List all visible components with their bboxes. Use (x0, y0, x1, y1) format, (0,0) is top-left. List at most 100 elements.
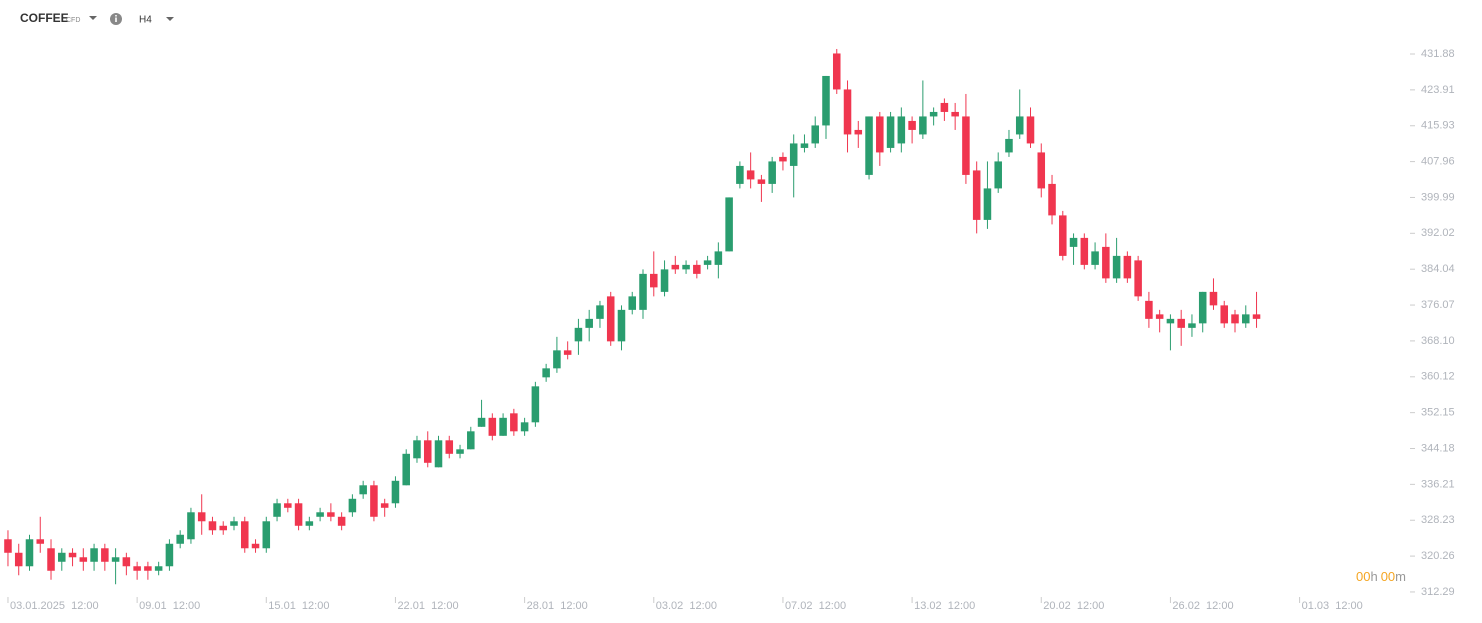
candle-body (423, 440, 432, 463)
x-tick-label: 22.01 12:00 (397, 600, 458, 612)
candle-body (768, 161, 776, 184)
candle-body (714, 251, 723, 265)
candle-body (79, 557, 88, 562)
candle-body (273, 503, 281, 517)
candle-body (467, 431, 475, 450)
y-tick-label: 415.93 (1421, 120, 1455, 132)
candle-body (499, 417, 507, 436)
candle-body (488, 417, 497, 436)
candle-body (919, 116, 927, 135)
candle-body (251, 543, 260, 549)
candle-body (746, 170, 755, 180)
candle-body (101, 548, 109, 562)
candle-body (811, 125, 819, 144)
y-tick-label: 336.21 (1421, 478, 1455, 490)
candle-body (789, 143, 798, 166)
candle-body (1091, 251, 1099, 265)
x-tick-label: 09.01 12:00 (139, 600, 200, 612)
candle-body (639, 273, 647, 310)
candle-body (585, 318, 593, 328)
candle-body (305, 521, 314, 526)
candle-body (671, 264, 680, 270)
countdown-hours: 00 (1356, 569, 1370, 584)
candle-body (316, 512, 324, 517)
candle-body (1112, 255, 1121, 279)
candle-body (58, 552, 66, 562)
candle-body (208, 521, 217, 531)
candle-body (144, 566, 152, 571)
candle-body (47, 548, 55, 571)
candle-body (1069, 237, 1078, 247)
candle-body (876, 116, 884, 153)
candle-body (606, 296, 615, 342)
candle-body (693, 264, 701, 274)
symbol-kind: CFD (66, 17, 80, 24)
candle-body (391, 480, 400, 504)
candle-body (262, 521, 271, 549)
candle-body (1123, 255, 1132, 279)
info-icon-dot (115, 14, 117, 17)
candle-body (510, 413, 518, 432)
candle-body (983, 188, 992, 220)
candle-body (886, 116, 895, 148)
candle-body (165, 543, 174, 567)
candle-body (36, 539, 45, 544)
candle-body (736, 165, 744, 184)
candle-body (1026, 116, 1035, 144)
x-tick-label: 01.03 12:00 (1302, 600, 1363, 612)
y-tick-label: 344.18 (1421, 442, 1455, 454)
candle-body (1059, 215, 1067, 256)
candle-body (940, 102, 949, 112)
countdown-minutes: 00 (1381, 569, 1395, 584)
info-icon-stem (115, 17, 117, 22)
symbol[interactable]: COFFEE (20, 11, 69, 25)
candle-body (1220, 305, 1229, 324)
candle-body (413, 440, 421, 459)
candle-body (68, 552, 77, 558)
y-tick-label: 312.29 (1421, 586, 1455, 598)
candle-body (14, 552, 23, 567)
candle-body (1037, 152, 1046, 189)
candle-body (865, 116, 873, 175)
candle-body (682, 264, 690, 270)
candle-body (574, 327, 583, 342)
y-tick-label: 431.88 (1421, 48, 1455, 60)
x-tick-label: 20.02 12:00 (1043, 600, 1104, 612)
countdown: 00h 00m (1356, 569, 1406, 584)
candle-body (434, 440, 443, 468)
candle-body (327, 512, 335, 517)
candle-body (962, 116, 970, 175)
x-tick-label: 07.02 12:00 (785, 600, 846, 612)
candle-body (800, 143, 809, 148)
candle-body (456, 449, 464, 454)
candle-body (402, 453, 410, 486)
candle-body (628, 296, 637, 310)
interval-dropdown[interactable] (166, 17, 174, 21)
candle-body (703, 260, 712, 265)
candle-body (477, 417, 486, 427)
candle-body (219, 525, 228, 531)
x-tick-label: 26.02 12:00 (1172, 600, 1233, 612)
candle-body (111, 557, 120, 562)
y-tick-label: 392.02 (1421, 227, 1455, 239)
candle-body (284, 503, 292, 508)
candle-body (596, 305, 604, 319)
candle-body (1102, 246, 1110, 279)
candle-body (757, 179, 766, 184)
candle-body (660, 269, 669, 292)
candle-body (380, 503, 389, 508)
y-tick-label: 320.26 (1421, 550, 1455, 562)
candle-body (929, 111, 938, 117)
candle-body (25, 539, 34, 567)
candle-body (1209, 291, 1218, 306)
x-tick-label: 13.02 12:00 (914, 600, 975, 612)
symbol-dropdown[interactable] (89, 16, 97, 20)
y-tick-label: 328.23 (1421, 514, 1455, 526)
candle-body (1155, 314, 1164, 319)
interval[interactable]: H4 (139, 15, 152, 26)
candle-body (563, 350, 572, 355)
x-tick-label: 28.01 12:00 (527, 600, 588, 612)
candle-body (1177, 318, 1185, 328)
y-tick-label: 360.12 (1421, 371, 1455, 383)
candle-body (897, 116, 906, 144)
